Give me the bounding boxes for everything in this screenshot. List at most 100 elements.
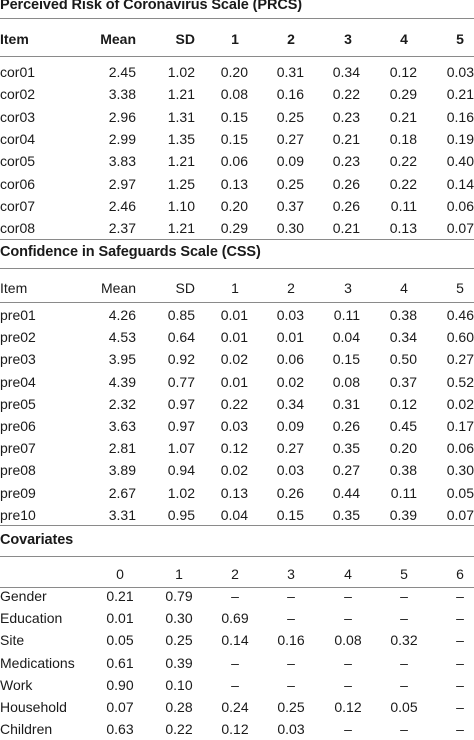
table-cell: 3.95 bbox=[108, 351, 136, 368]
table-cell: – bbox=[287, 588, 295, 604]
table-cell: – bbox=[400, 676, 408, 693]
table-cell: 0.90 bbox=[106, 676, 134, 693]
header-cell: 2 bbox=[287, 280, 295, 296]
table-cell: 0.06 bbox=[446, 197, 474, 214]
table-cell: 0.26 bbox=[276, 484, 304, 501]
header-cell: Mean bbox=[100, 280, 136, 296]
table-cell: 0.12 bbox=[389, 395, 417, 412]
row-label: Medications bbox=[0, 654, 75, 671]
table-cell: 0.12 bbox=[220, 440, 248, 457]
table-cell: – bbox=[456, 676, 464, 693]
table-cell: 0.61 bbox=[106, 654, 134, 671]
table-cell: 0.92 bbox=[167, 351, 195, 368]
table-cell: 0.25 bbox=[276, 108, 304, 125]
table-cell: 0.32 bbox=[390, 632, 418, 649]
table-cell: 0.60 bbox=[446, 329, 474, 346]
table-row: Children 0.63 0.22 0.12 0.03 – – – bbox=[0, 718, 474, 740]
table-cell: 0.05 bbox=[446, 484, 474, 501]
row-label: Work bbox=[0, 676, 33, 693]
table-cell: 3.31 bbox=[108, 506, 136, 523]
table-cell: – bbox=[287, 654, 295, 671]
table-cell: 2.46 bbox=[108, 197, 136, 214]
row-label: pre06 bbox=[0, 418, 36, 434]
table-cell: 0.20 bbox=[220, 197, 248, 214]
table-cell: 0.21 bbox=[106, 588, 134, 604]
table-cell: 0.07 bbox=[446, 220, 474, 237]
table-cell: 0.13 bbox=[220, 175, 248, 192]
table-header-row: Item Mean SD 1 2 3 4 5 bbox=[0, 277, 474, 299]
header-cell: 1 bbox=[231, 31, 239, 47]
table-cell: 0.09 bbox=[276, 418, 304, 434]
table-cell: 0.35 bbox=[332, 506, 360, 523]
table-cell: 0.44 bbox=[332, 484, 360, 501]
table-cell: 0.03 bbox=[276, 462, 304, 479]
table-row: Medications 0.61 0.39 – – – – – bbox=[0, 652, 474, 674]
row-label: cor04 bbox=[0, 130, 36, 147]
table-cell: 1.07 bbox=[167, 440, 195, 457]
table-cell: 0.34 bbox=[332, 64, 360, 80]
table-cell: 0.16 bbox=[277, 632, 305, 649]
table-cell: 0.05 bbox=[390, 699, 418, 715]
table-cell: 0.29 bbox=[220, 220, 248, 237]
table-cell: 4.39 bbox=[108, 373, 136, 390]
table-cell: – bbox=[287, 610, 295, 627]
header-cell: SD bbox=[175, 280, 195, 296]
table-cell: 1.02 bbox=[167, 64, 195, 80]
table-cell: 0.24 bbox=[221, 699, 249, 715]
table-cell: – bbox=[344, 654, 352, 671]
table-cell: 0.16 bbox=[446, 108, 474, 125]
table-cell: 0.69 bbox=[221, 610, 249, 627]
table-cell: 0.02 bbox=[276, 373, 304, 390]
table-cell: 0.94 bbox=[167, 462, 195, 479]
table-cell: – bbox=[456, 588, 464, 604]
table-cell: 0.20 bbox=[389, 440, 417, 457]
row-label: pre02 bbox=[0, 329, 36, 346]
section-title-prcs: Perceived Risk of Coronavirus Scale (PRC… bbox=[0, 0, 303, 13]
table-cell: 0.97 bbox=[167, 418, 195, 434]
table-cell: 0.23 bbox=[332, 108, 360, 125]
table-cell: 0.12 bbox=[221, 721, 249, 738]
table-row: cor08 2.37 1.21 0.29 0.30 0.21 0.13 0.07 bbox=[0, 217, 474, 239]
table-cell: 0.11 bbox=[390, 484, 417, 501]
table-cell: 0.06 bbox=[220, 153, 248, 170]
table-cell: 0.85 bbox=[167, 307, 195, 323]
row-label: cor02 bbox=[0, 86, 36, 103]
table-cell: 0.26 bbox=[332, 175, 360, 192]
section-rule bbox=[0, 556, 474, 557]
table-row: Work 0.90 0.10 – – – – – bbox=[0, 674, 474, 696]
row-label: cor01 bbox=[0, 64, 36, 80]
table-cell: – bbox=[400, 588, 408, 604]
table-cell: 0.37 bbox=[389, 373, 417, 390]
table-cell: 3.38 bbox=[108, 86, 136, 103]
table-cell: 0.21 bbox=[389, 108, 417, 125]
table-cell: 0.07 bbox=[446, 506, 474, 523]
table-cell: 0.15 bbox=[220, 108, 248, 125]
table-row: cor01 2.45 1.02 0.20 0.31 0.34 0.12 0.03 bbox=[0, 61, 474, 83]
table-cell: – bbox=[231, 676, 239, 693]
header-cell: 2 bbox=[231, 566, 239, 582]
table-cell: 0.09 bbox=[276, 153, 304, 170]
table-row: pre04 4.39 0.77 0.01 0.02 0.08 0.37 0.52 bbox=[0, 371, 474, 393]
row-label: pre09 bbox=[0, 484, 36, 501]
header-cell: 1 bbox=[175, 566, 183, 582]
table-cell: 0.12 bbox=[334, 699, 362, 715]
table-cell: 0.22 bbox=[332, 86, 360, 103]
table-cell: – bbox=[344, 721, 352, 738]
table-cell: 1.21 bbox=[167, 86, 195, 103]
table-cell: 0.13 bbox=[220, 484, 248, 501]
table-cell: 0.27 bbox=[276, 440, 304, 457]
table-cell: 0.28 bbox=[165, 699, 193, 715]
header-cell: 5 bbox=[400, 566, 408, 582]
table-cell: 0.39 bbox=[165, 654, 193, 671]
table-cell: 4.26 bbox=[108, 307, 136, 323]
table-cell: 0.11 bbox=[333, 307, 360, 323]
table-cell: 2.32 bbox=[108, 395, 136, 412]
table-cell: 0.63 bbox=[106, 721, 134, 738]
table-cell: 0.27 bbox=[446, 351, 474, 368]
table-cell: 0.46 bbox=[446, 307, 474, 323]
header-cell: 3 bbox=[344, 31, 352, 47]
table-cell: 0.52 bbox=[446, 373, 474, 390]
table-cell: 2.96 bbox=[108, 108, 136, 125]
row-label: cor03 bbox=[0, 108, 36, 125]
table-cell: – bbox=[344, 588, 352, 604]
